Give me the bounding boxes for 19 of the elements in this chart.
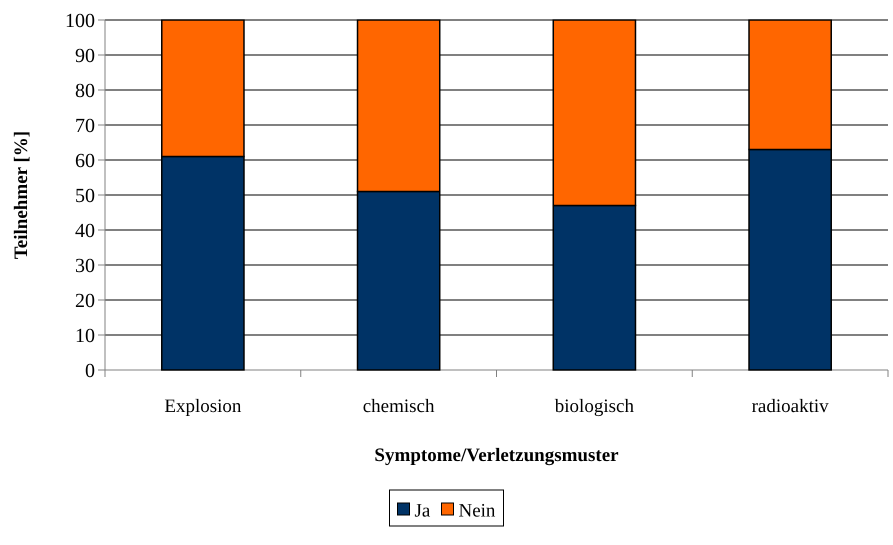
y-tick-label: 10 [75, 325, 95, 347]
y-tick-label: 50 [75, 185, 95, 207]
x-tick-label: chemisch [362, 396, 435, 417]
y-tick-label: 70 [75, 115, 95, 137]
x-tick-label: radioaktiv [752, 396, 830, 417]
y-tick-label: 0 [85, 360, 95, 382]
y-tick-label: 30 [75, 255, 95, 277]
y-tick-label: 20 [75, 290, 95, 312]
legend-label: Nein [458, 500, 496, 522]
y-axis-title: Teilnehmer [%] [11, 130, 32, 260]
y-tick-label: 80 [75, 80, 95, 102]
x-tick-label: Explosion [164, 396, 242, 417]
y-tick-label: 60 [75, 150, 95, 172]
legend-label: Ja [414, 500, 431, 522]
y-tick-label: 40 [75, 220, 95, 242]
x-tick-label: biologisch [554, 396, 634, 417]
y-tick-label: 100 [65, 10, 95, 32]
x-axis-title: Symptome/Verletzungsmuster [374, 445, 620, 466]
y-tick-label: 90 [75, 45, 95, 67]
